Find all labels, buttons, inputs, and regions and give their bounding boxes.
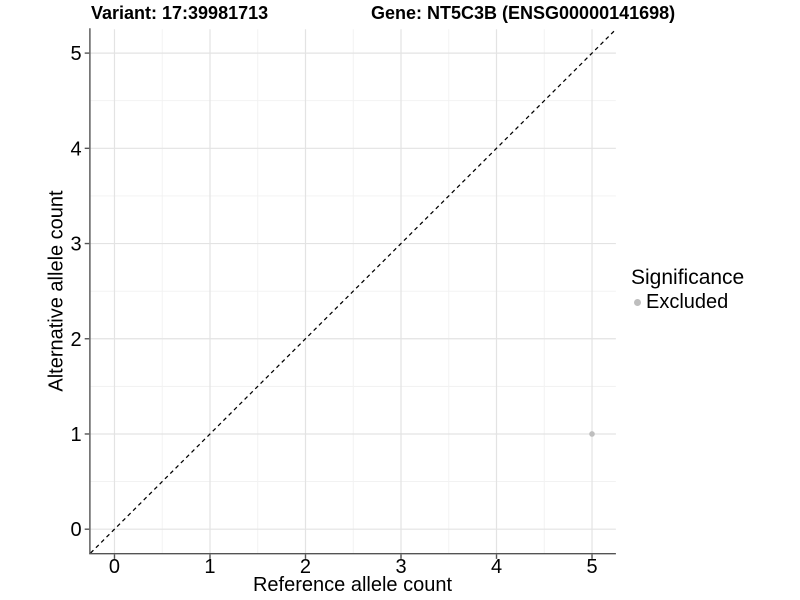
y-tick-label: 2 [70, 329, 81, 351]
identity-reference-line [90, 28, 617, 554]
x-tick-label: 0 [109, 556, 120, 578]
x-tick-label: 1 [204, 556, 215, 578]
legend-item-excluded: Excluded [631, 291, 744, 313]
data-point [589, 431, 595, 437]
y-axis-title: Alternative allele count [45, 190, 68, 392]
y-tick-label: 3 [70, 234, 81, 256]
gene-title: Gene: NT5C3B (ENSG00000141698) [371, 3, 676, 23]
y-tick-label: 1 [70, 424, 81, 446]
x-tick-label: 2 [300, 556, 311, 578]
y-tick-label: 4 [70, 138, 81, 160]
x-tick-label: 4 [491, 556, 502, 578]
legend-item-label: Excluded [646, 291, 729, 313]
x-tick-label: 3 [395, 556, 406, 578]
y-tick-label: 5 [70, 43, 81, 65]
y-tick-label: 0 [70, 519, 81, 541]
legend-title: Significance [631, 266, 745, 289]
legend: Significance Excluded [631, 266, 744, 313]
legend-point-icon [634, 298, 641, 306]
x-axis-title: Reference allele count [252, 574, 452, 596]
variant-title: Variant: 17:39981713 [91, 3, 269, 23]
x-tick-label: 5 [586, 556, 597, 578]
